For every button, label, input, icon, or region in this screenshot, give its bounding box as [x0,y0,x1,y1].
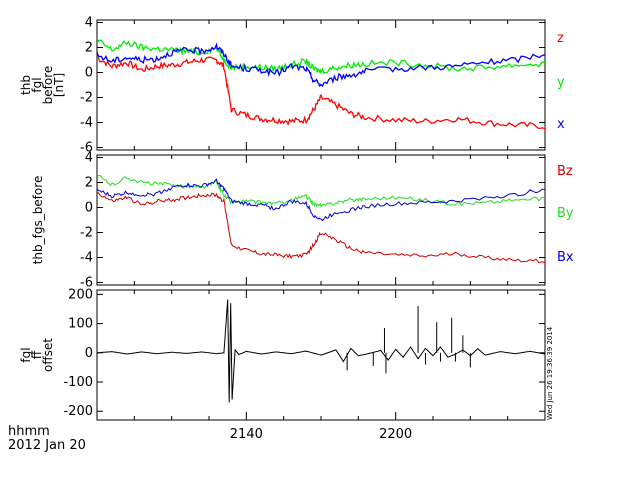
y-axis-label: ff [30,350,44,359]
y-axis-label: before [41,66,55,105]
y-axis-label: fgl [19,347,33,362]
y-tick-label: -200 [63,404,93,419]
y-tick-label: -2 [80,91,93,106]
legend-Bz: Bz [557,164,573,179]
y-tick-label: 2 [85,41,93,56]
y-axis-label: offset [41,338,55,372]
series-line-z [97,56,545,130]
y-tick-label: 2 [85,176,93,191]
series-line-Bx [97,178,545,222]
series-line-y [97,38,545,75]
panel-2: -6 -4 -2 0 2 4 thb_fgs_before Bz By Bx [31,151,574,291]
series-line-x [97,42,545,88]
timestamp: Wed Jun 26 19:36:39 2014 [546,326,554,420]
y-tick-label: 4 [85,151,93,166]
y-tick-label: -2 [80,226,93,241]
series-line-Bz [97,192,545,264]
y-tick-label: 4 [85,16,93,31]
x-axis-unit: hhmm [8,424,50,439]
y-tick-label: 0 [85,346,93,361]
y-tick-label: -6 [80,141,93,156]
legend-y: y [557,75,565,90]
y-axis-label: thb_fgs_before [31,176,45,265]
y-axis-label: [nT] [52,73,66,97]
legend-By: By [557,206,574,221]
plot-date: 2012 Jan 20 [8,438,86,453]
y-tick-label: -4 [80,251,93,266]
series-line-offset [97,299,545,403]
y-tick-label: 100 [68,317,93,332]
y-tick-label: 200 [68,287,93,302]
legend-z: z [557,31,564,46]
y-axis-label: fgl [30,77,44,92]
x-tick-label: 2140 [230,427,263,442]
legend-Bx: Bx [557,250,574,265]
y-tick-label: 0 [85,201,93,216]
y-axis-label: thb [19,75,33,95]
x-tick-label: 2200 [379,427,412,442]
legend-x: x [557,117,565,132]
plot-frame [96,154,546,286]
y-tick-label: 0 [85,66,93,81]
y-tick-label: -4 [80,116,93,131]
y-tick-label: -6 [80,276,93,291]
y-tick-label: -100 [63,375,93,390]
